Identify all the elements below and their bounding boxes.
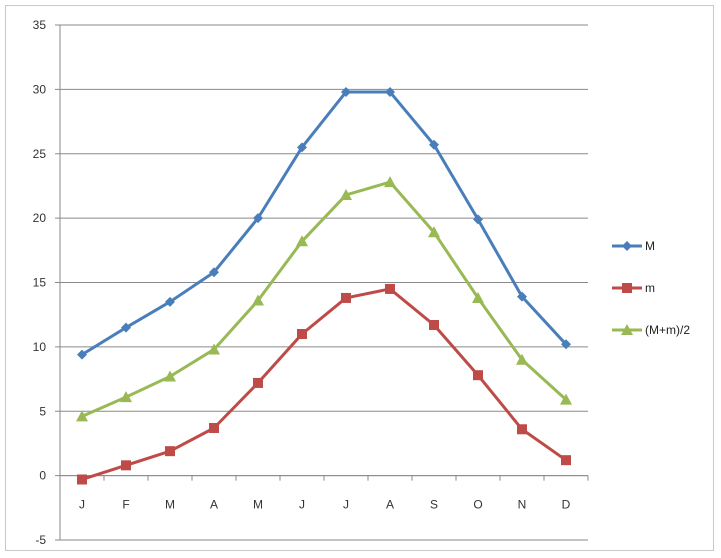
data-point-2-1: [120, 391, 132, 403]
data-point-1-2: [165, 446, 175, 457]
legend-label-2: (M+m)/2: [645, 323, 690, 337]
data-point-1-8: [429, 319, 439, 330]
data-point-2-10: [516, 353, 528, 365]
data-point-2-9: [472, 291, 484, 303]
x-tick-label-7: A: [386, 498, 394, 512]
chart-frame: [5, 5, 714, 551]
series-line-2: [81, 180, 568, 418]
data-point-0-5: [297, 142, 307, 153]
data-point-1-0: [77, 474, 87, 485]
y-tick-label-7: 30: [33, 82, 47, 96]
data-point-1-3: [209, 422, 219, 433]
axes: [55, 24, 589, 541]
data-point-1-6: [341, 292, 351, 303]
x-tick-label-8: S: [430, 498, 438, 512]
data-point-2-7: [384, 176, 396, 188]
legend-marker-1: [622, 283, 632, 293]
x-tick-label-10: N: [518, 498, 527, 512]
data-point-1-10: [517, 424, 527, 435]
x-tick-label-11: D: [562, 498, 571, 512]
y-tick-label-6: 25: [33, 147, 47, 161]
data-point-0-8: [429, 139, 439, 150]
data-point-0-4: [253, 213, 263, 224]
data-point-0-9: [473, 214, 483, 225]
y-tick-label-2: 5: [39, 404, 46, 418]
data-point-0-7: [385, 86, 395, 97]
data-point-0-2: [165, 296, 175, 307]
data-point-0-1: [121, 322, 131, 333]
series-layer: [76, 86, 572, 485]
data-point-0-3: [209, 267, 219, 278]
x-tick-label-4: M: [253, 498, 263, 512]
x-tick-label-5: J: [299, 498, 305, 512]
data-point-2-0: [76, 410, 88, 422]
data-point-2-6: [340, 188, 352, 200]
y-tick-label-5: 20: [33, 211, 47, 225]
legend-entry-1: m: [612, 281, 655, 295]
y-tick-label-3: 10: [33, 340, 47, 354]
data-point-1-4: [253, 377, 263, 388]
data-point-1-5: [297, 329, 307, 339]
series-0: [77, 86, 571, 360]
x-tick-label-9: O: [473, 498, 482, 512]
series-1: [77, 283, 571, 485]
x-tick-label-0: J: [79, 498, 85, 512]
legend-entry-2: (M+m)/2: [612, 323, 690, 337]
y-axis-tick-labels: -5 0 5 10 15 20 25 30 35: [33, 18, 47, 547]
gridlines: [60, 24, 588, 541]
x-tick-label-3: A: [210, 498, 218, 512]
data-point-1-11: [561, 455, 571, 466]
data-point-0-10: [517, 291, 527, 302]
series-line-1: [81, 287, 567, 481]
data-point-1-9: [473, 370, 483, 381]
data-point-0-11: [561, 339, 571, 350]
legend-marker-2: [621, 324, 633, 335]
data-point-0-0: [77, 349, 87, 360]
data-point-2-2: [164, 370, 176, 382]
y-tick-label-8: 35: [33, 18, 47, 32]
data-point-2-8: [428, 226, 440, 238]
y-tick-label-4: 15: [33, 276, 47, 290]
legend-label-0: M: [645, 239, 655, 253]
data-point-2-3: [208, 343, 220, 355]
series-2: [76, 176, 572, 422]
y-tick-label-0: -5: [35, 533, 46, 547]
x-tick-label-6: J: [343, 498, 349, 512]
legend-label-1: m: [645, 281, 655, 295]
data-point-2-5: [296, 235, 308, 247]
legend-entry-0: M: [612, 239, 655, 253]
x-tick-label-1: F: [122, 498, 129, 512]
data-point-0-6: [341, 86, 351, 97]
data-point-2-4: [252, 294, 264, 306]
series-line-0: [81, 90, 568, 356]
legend-marker-0: [622, 241, 632, 251]
x-tick-label-2: M: [165, 498, 175, 512]
y-tick-label-1: 0: [39, 469, 46, 483]
data-point-1-1: [121, 460, 131, 471]
data-point-1-7: [385, 283, 395, 294]
data-point-2-11: [560, 393, 572, 405]
legend: Mm (M+m)/2: [612, 239, 690, 337]
